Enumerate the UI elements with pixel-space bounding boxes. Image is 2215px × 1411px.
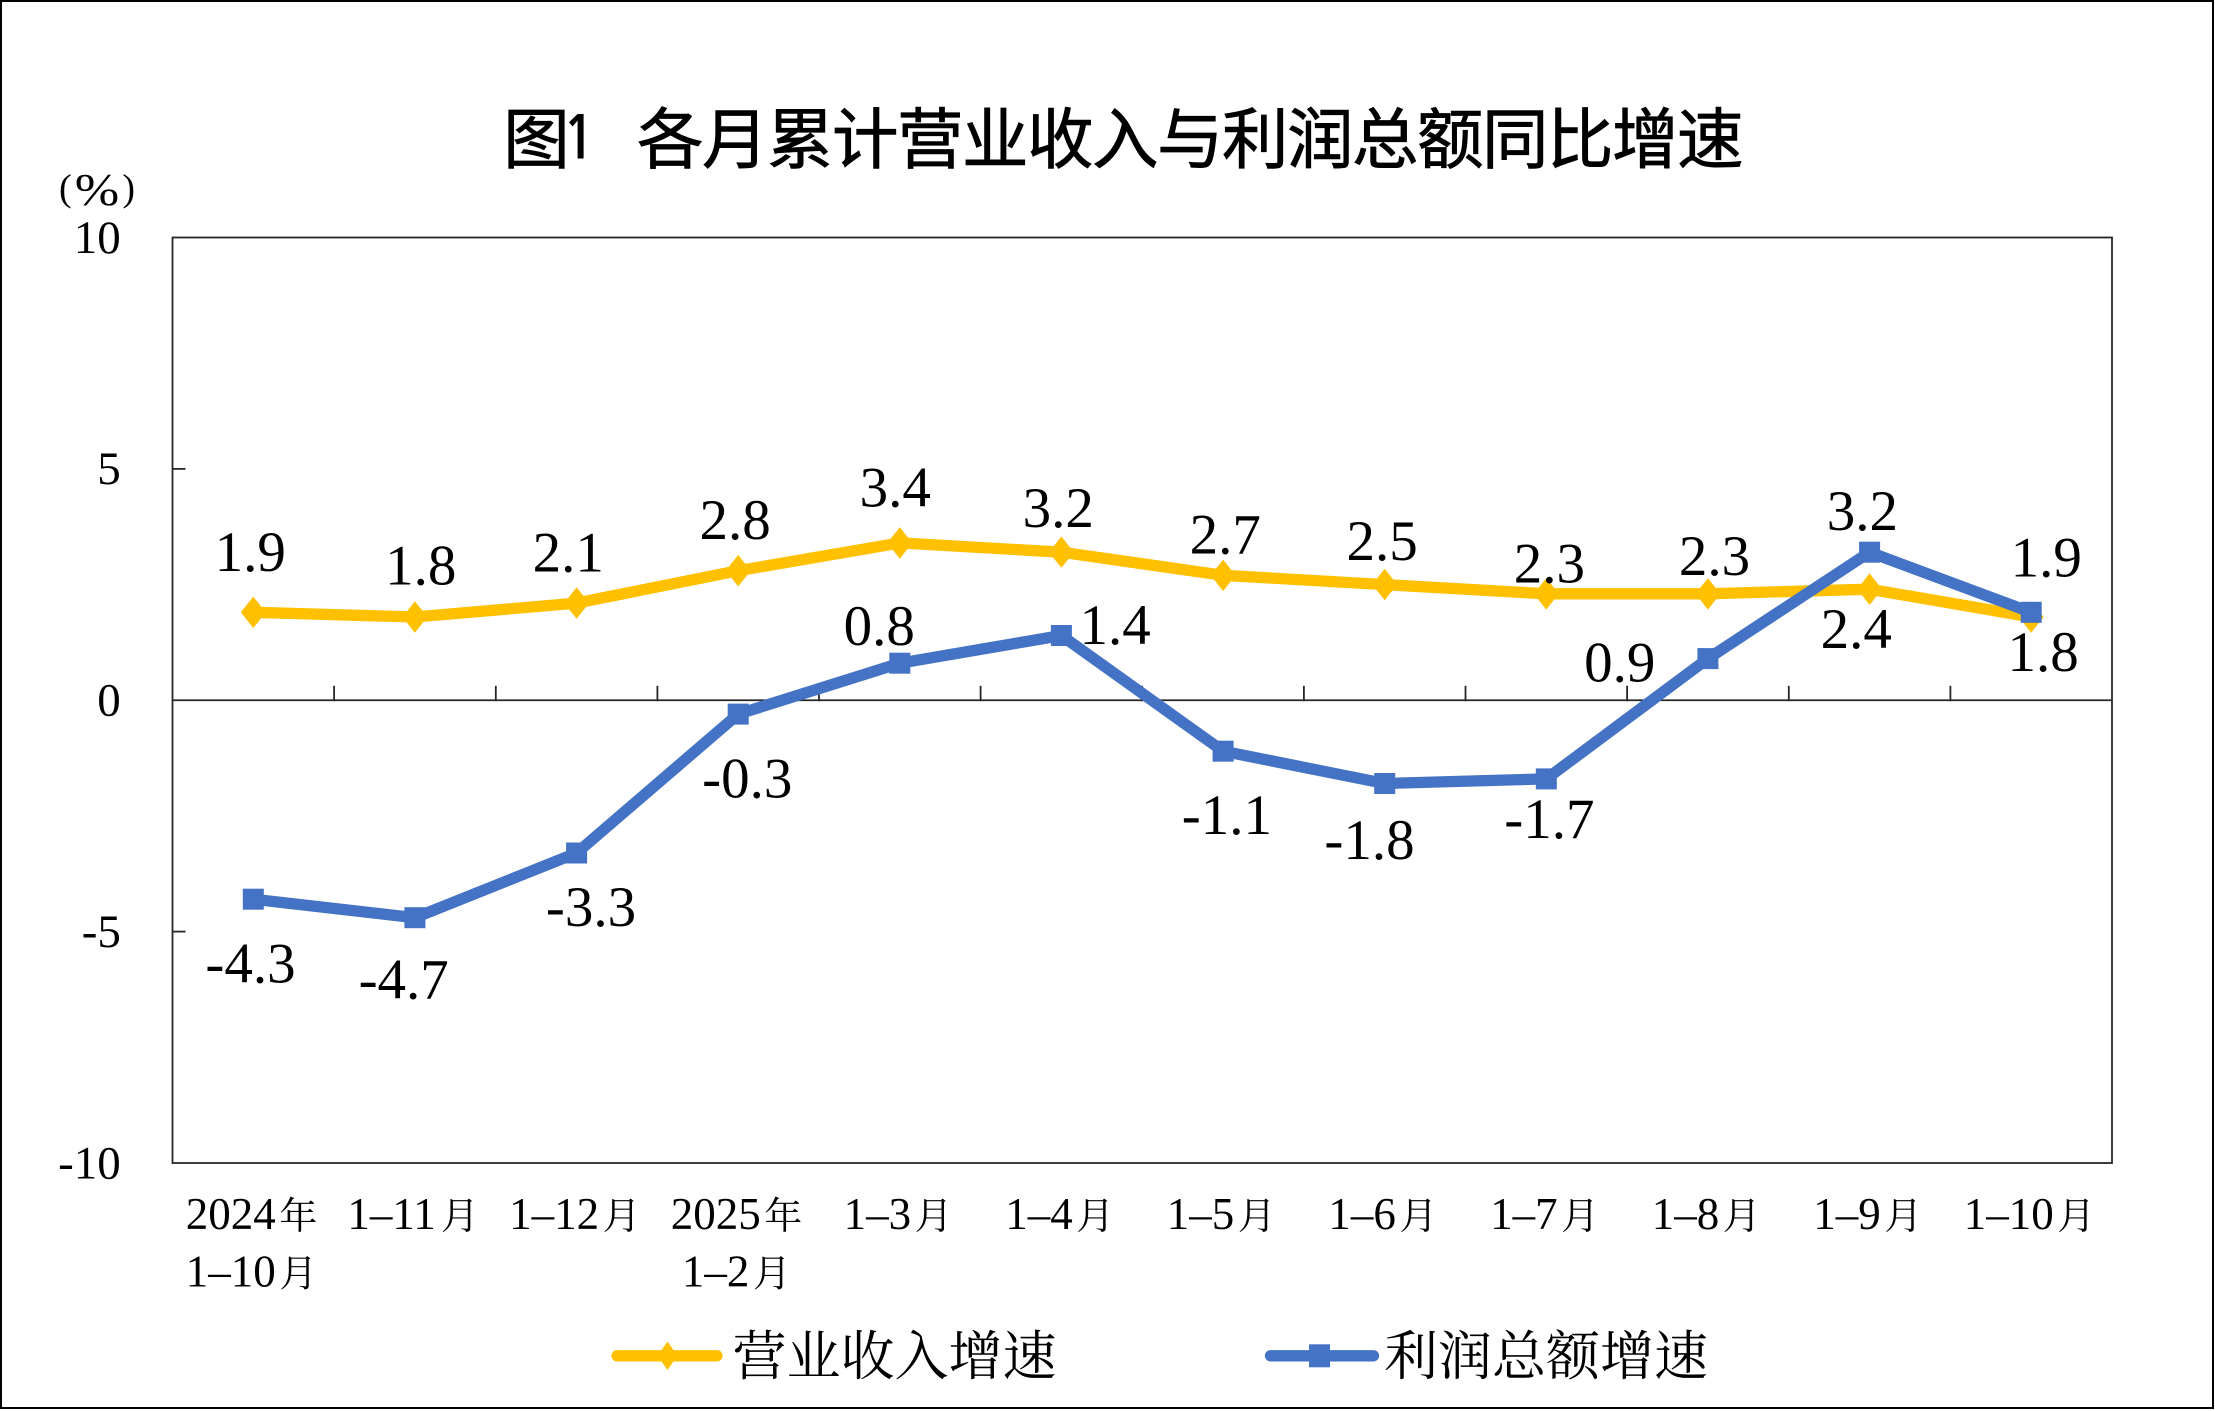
svg-text:-3.3: -3.3 <box>546 876 636 939</box>
svg-text:3.2: 3.2 <box>1827 480 1898 543</box>
svg-text:1.4: 1.4 <box>1079 594 1150 657</box>
svg-text:-10: -10 <box>58 1137 121 1189</box>
svg-text:1–3: 1–3 <box>844 1189 912 1239</box>
svg-text:2024: 2024 <box>186 1189 276 1239</box>
svg-text:(: ( <box>59 168 72 210</box>
svg-text:1–12: 1–12 <box>509 1189 599 1239</box>
svg-text:2.5: 2.5 <box>1346 510 1417 573</box>
svg-text:-1.1: -1.1 <box>1182 784 1272 847</box>
svg-text:2.7: 2.7 <box>1190 504 1261 567</box>
svg-text:-4.3: -4.3 <box>205 933 295 996</box>
svg-text:%: % <box>75 164 119 215</box>
svg-text:1.9: 1.9 <box>215 521 286 584</box>
svg-text:1–7: 1–7 <box>1490 1189 1558 1239</box>
svg-text:1–4: 1–4 <box>1005 1189 1072 1239</box>
svg-text:-5: -5 <box>82 906 121 958</box>
svg-text:1.8: 1.8 <box>385 534 456 597</box>
svg-text:1–5: 1–5 <box>1167 1189 1235 1239</box>
svg-text:2025: 2025 <box>671 1189 761 1239</box>
svg-text:0: 0 <box>97 675 121 727</box>
svg-text:1–10: 1–10 <box>186 1247 276 1297</box>
svg-text:): ) <box>122 168 135 210</box>
svg-text:3.4: 3.4 <box>860 457 931 520</box>
svg-text:1.9: 1.9 <box>2011 526 2082 589</box>
svg-text:2.4: 2.4 <box>1821 598 1892 661</box>
svg-text:1–6: 1–6 <box>1328 1189 1396 1239</box>
svg-text:2.3: 2.3 <box>1679 525 1750 588</box>
svg-text:-4.7: -4.7 <box>359 949 449 1012</box>
svg-text:1.8: 1.8 <box>2007 621 2078 684</box>
svg-text:1–8: 1–8 <box>1652 1189 1720 1239</box>
svg-text:2.8: 2.8 <box>699 489 770 552</box>
svg-text:1–2: 1–2 <box>682 1247 750 1297</box>
svg-text:1–10: 1–10 <box>1964 1189 2054 1239</box>
svg-text:5: 5 <box>97 443 121 495</box>
svg-text:0.9: 0.9 <box>1584 632 1655 695</box>
svg-text:10: 10 <box>74 212 121 264</box>
svg-text:0.8: 0.8 <box>844 595 915 658</box>
svg-text:-0.3: -0.3 <box>702 747 792 810</box>
svg-text:-1.7: -1.7 <box>1504 788 1594 851</box>
svg-text:-1.8: -1.8 <box>1324 809 1414 872</box>
svg-text:1–11: 1–11 <box>347 1189 435 1239</box>
svg-text:1–9: 1–9 <box>1813 1189 1881 1239</box>
svg-text:2.3: 2.3 <box>1514 532 1585 595</box>
svg-text:2.1: 2.1 <box>533 521 604 584</box>
svg-text:3.2: 3.2 <box>1023 477 1094 540</box>
